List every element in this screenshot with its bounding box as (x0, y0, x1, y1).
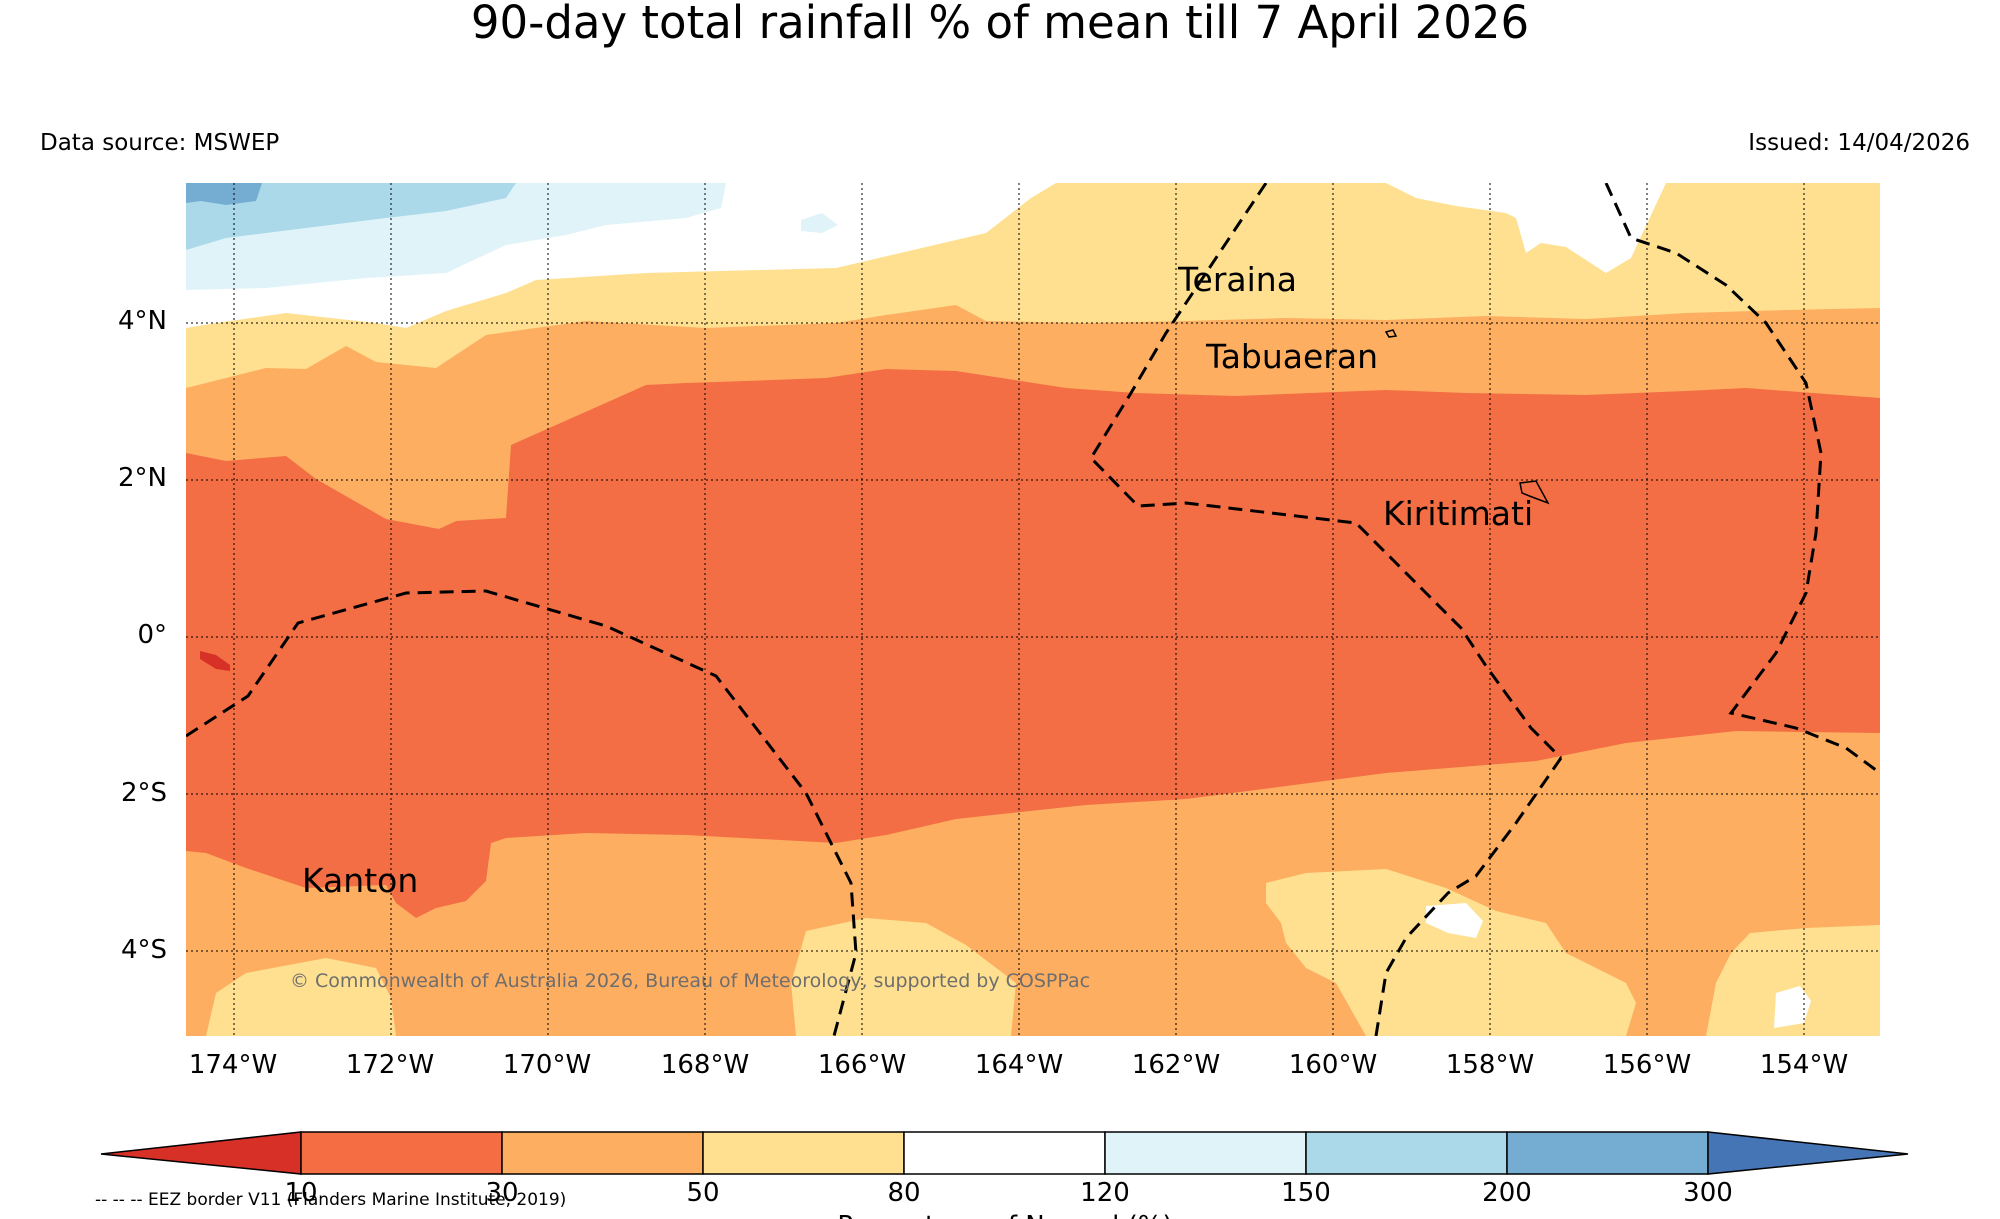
eez-border-line-south (1374, 757, 1563, 1036)
lat-tick-2n: 2°N (118, 463, 167, 493)
chart-title: 90-day total rainfall % of mean till 7 A… (470, 0, 1530, 49)
rainfall-map-svg (186, 183, 1880, 1036)
colorbar-bin-150-200 (1305, 1131, 1508, 1175)
band-50-80-south-3 (1706, 925, 1880, 1036)
kiritimati-coastline (1519, 480, 1550, 505)
band-50-80-south-4 (206, 958, 396, 1036)
lon-tick-170w: 170°W (502, 1050, 592, 1080)
colorbar-tick-120: 120 (1080, 1178, 1130, 1208)
lon-tick-160w: 160°W (1288, 1050, 1378, 1080)
data-source-label: Data source: MSWEP (40, 130, 280, 156)
eez-border-phoenix (186, 589, 858, 1036)
colorbar-tick-50: 50 (686, 1178, 719, 1208)
colorbar-tick-150: 150 (1281, 1178, 1331, 1208)
colorbar-tick-10: 10 (284, 1178, 317, 1208)
colorbar-under-extend (100, 1131, 302, 1175)
lon-tick-154w: 154°W (1759, 1050, 1849, 1080)
lat-tick-4n: 4°N (118, 306, 167, 336)
band-80-120-south-2 (1774, 986, 1811, 1028)
tabuaeran-coastline (1384, 329, 1398, 338)
lon-tick-156w: 156°W (1602, 1050, 1692, 1080)
lon-tick-158w: 158°W (1445, 1050, 1535, 1080)
lat-tick-2s: 2°S (120, 778, 167, 808)
lon-tick-168w: 168°W (660, 1050, 750, 1080)
lon-tick-174w: 174°W (188, 1050, 278, 1080)
band-200-300-north (186, 183, 262, 205)
eez-borders (186, 183, 1880, 1036)
place-label-tabuaeran: Tabuaeran (1206, 337, 1379, 376)
lon-tick-164w: 164°W (974, 1050, 1064, 1080)
colorbar-bin-120-150 (1104, 1131, 1307, 1175)
lon-tick-166w: 166°W (817, 1050, 907, 1080)
colorbar-bin-200-300 (1506, 1131, 1709, 1175)
copyright-notice: © Commonwealth of Australia 2026, Bureau… (290, 970, 1091, 992)
colorbar-bin-30-50 (501, 1131, 704, 1175)
band-80-120-south-1 (1426, 903, 1483, 938)
place-label-teraina: Teraina (1178, 260, 1297, 299)
lat-tick-0: 0° (137, 620, 167, 650)
colorbar-tick-200: 200 (1482, 1178, 1532, 1208)
eez-border-east (1604, 183, 1880, 775)
band-50-80-south-2 (1266, 869, 1636, 1036)
band-120-150-islet (801, 213, 838, 233)
lon-tick-162w: 162°W (1131, 1050, 1221, 1080)
eez-border-line-north (1089, 183, 1563, 760)
band-lt10-patch (200, 651, 230, 671)
issued-date-label: Issued: 14/04/2026 (1748, 130, 1970, 156)
band-150-200-north (186, 183, 516, 250)
place-label-kanton: Kanton (302, 861, 419, 900)
band-50-80-south-1 (791, 918, 1016, 1036)
colorbar-tick-300: 300 (1683, 1178, 1733, 1208)
colorbar-tick-80: 80 (887, 1178, 920, 1208)
place-label-kiritimati: Kiritimati (1383, 494, 1534, 533)
graticule (186, 183, 1880, 1036)
colorbar: 10 30 50 80 120 150 200 300 Percentage o… (100, 1131, 1909, 1219)
colorbar-bin-50-80 (702, 1131, 905, 1175)
colorbar-over-extend (1707, 1131, 1909, 1175)
colorbar-bin-10-30 (300, 1131, 503, 1175)
lat-tick-4s: 4°S (120, 935, 167, 965)
rainfall-map (186, 183, 1880, 1036)
eez-legend-note: -- -- -- EEZ border V11 (Flanders Marine… (95, 1190, 567, 1210)
colorbar-bin-80-120 (903, 1131, 1106, 1175)
lon-tick-172w: 172°W (345, 1050, 435, 1080)
colorbar-label: Percentage of Normal (%) (837, 1211, 1172, 1219)
colorbar-tick-30: 30 (485, 1178, 518, 1208)
